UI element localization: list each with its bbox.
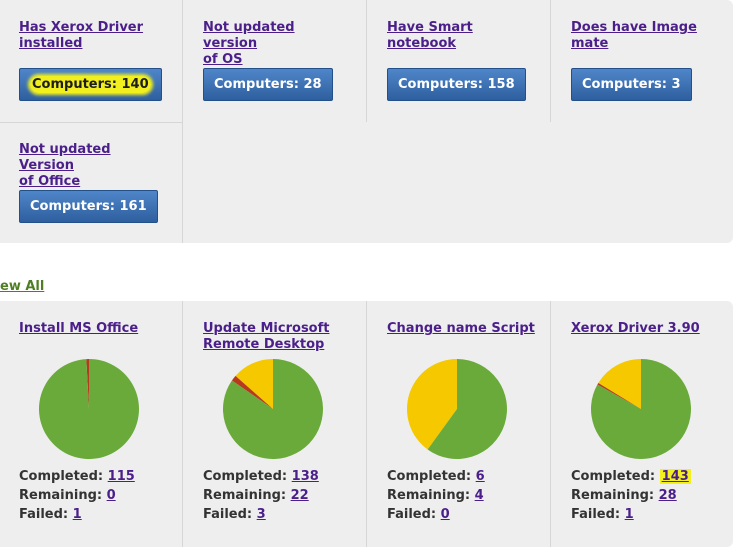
divider <box>182 301 183 547</box>
remaining-count-link[interactable]: 0 <box>106 488 116 503</box>
completed-count-link[interactable]: 138 <box>291 469 319 484</box>
group-title-link[interactable]: Does have Image mate <box>571 20 697 51</box>
computers-count-button[interactable]: Computers: 3 <box>571 68 692 101</box>
task-stats: Completed: 143 Remaining: 28 Failed: 1 <box>571 467 691 524</box>
completed-count-link[interactable]: 6 <box>475 469 485 484</box>
completed-label: Completed: <box>387 469 472 484</box>
task-status-pie-chart <box>591 359 691 459</box>
task-title-link[interactable]: Xerox Driver 3.90 <box>571 321 700 336</box>
remaining-count-link[interactable]: 22 <box>290 488 309 503</box>
computers-count-button[interactable]: Computers: 28 <box>203 68 333 101</box>
computers-count-button[interactable]: Computers: 161 <box>19 190 158 223</box>
remaining-label: Remaining: <box>387 488 471 503</box>
pie-slice-completed <box>427 359 507 459</box>
remaining-label: Remaining: <box>203 488 287 503</box>
failed-label: Failed: <box>19 507 69 522</box>
remaining-label: Remaining: <box>571 488 655 503</box>
pie-slice-failed <box>597 382 641 409</box>
group-card-smart-notebook: Have Smart notebook Computers: 158 <box>368 0 550 122</box>
divider <box>550 301 551 547</box>
task-title-link[interactable]: Update Microsoft Remote Desktop <box>203 321 330 352</box>
task-status-pie-chart <box>223 359 323 459</box>
failed-count-link[interactable]: 1 <box>624 507 634 522</box>
pie-slice-completed <box>591 359 691 459</box>
failed-count-link[interactable]: 0 <box>440 507 450 522</box>
group-card-image-mate: Does have Image mate Computers: 3 <box>552 0 733 122</box>
pie-slice-failed <box>86 359 89 409</box>
pie-slice-failed <box>231 375 273 409</box>
divider <box>0 122 182 123</box>
computers-count-button[interactable]: Computers: 140 <box>19 68 162 101</box>
task-stats: Completed: 138 Remaining: 22 Failed: 3 <box>203 467 319 524</box>
remaining-count-link[interactable]: 4 <box>474 488 484 503</box>
divider <box>550 0 551 122</box>
tasks-panel: Install MS Office Completed: 115 Remaini… <box>0 301 733 547</box>
failed-count-link[interactable]: 3 <box>256 507 266 522</box>
divider <box>366 0 367 122</box>
group-title-link[interactable]: Has Xerox Driver installed <box>19 20 144 51</box>
task-status-pie-chart <box>38 359 139 459</box>
completed-count-link[interactable]: 115 <box>107 469 135 484</box>
task-title-link[interactable]: Change name Script <box>387 321 535 336</box>
computers-count: 140 <box>121 77 149 92</box>
divider <box>366 301 367 547</box>
failed-label: Failed: <box>387 507 437 522</box>
task-stats: Completed: 6 Remaining: 4 Failed: 0 <box>387 467 485 524</box>
computer-groups-panel: Has Xerox Driver installed Computers: 14… <box>0 0 733 243</box>
computers-label: Computers: <box>32 77 122 92</box>
task-status-pie-chart <box>407 359 507 459</box>
task-card: Install MS Office Completed: 115 Remaini… <box>0 301 182 547</box>
completed-label: Completed: <box>203 469 288 484</box>
group-card-os-version: Not updated version of OS Computers: 28 <box>184 0 366 122</box>
failed-label: Failed: <box>203 507 253 522</box>
group-card-office-version: Not updated Version of Office Computers:… <box>0 122 182 243</box>
task-stats: Completed: 115 Remaining: 0 Failed: 1 <box>19 467 135 524</box>
pie-slice-completed <box>223 359 323 459</box>
failed-label: Failed: <box>571 507 621 522</box>
group-title-link[interactable]: Not updated Version of Office <box>19 142 111 189</box>
task-card: Xerox Driver 3.90 Completed: 143 Remaini… <box>552 301 733 547</box>
task-card: Update Microsoft Remote Desktop Complete… <box>184 301 366 547</box>
completed-label: Completed: <box>571 469 656 484</box>
group-title-link[interactable]: Have Smart notebook <box>387 20 473 51</box>
remaining-label: Remaining: <box>19 488 103 503</box>
computers-count-button[interactable]: Computers: 158 <box>387 68 526 101</box>
completed-count-link[interactable]: 143 <box>659 469 691 484</box>
remaining-count-link[interactable]: 28 <box>658 488 677 503</box>
failed-count-link[interactable]: 1 <box>72 507 82 522</box>
completed-label: Completed: <box>19 469 104 484</box>
group-card-xerox-driver: Has Xerox Driver installed Computers: 14… <box>0 0 182 122</box>
pie-slice-remaining <box>407 359 457 450</box>
task-card: Change name Script Completed: 6 Remainin… <box>368 301 550 547</box>
pie-slice-remaining <box>235 359 273 409</box>
view-all-link[interactable]: ew All <box>0 279 45 294</box>
highlighted-count: Computers: 140 <box>30 76 151 93</box>
divider <box>182 0 183 243</box>
pie-slice-completed <box>38 359 139 459</box>
group-title-link[interactable]: Not updated version of OS <box>203 20 295 67</box>
task-title-link[interactable]: Install MS Office <box>19 321 139 336</box>
pie-slice-remaining <box>598 359 641 409</box>
